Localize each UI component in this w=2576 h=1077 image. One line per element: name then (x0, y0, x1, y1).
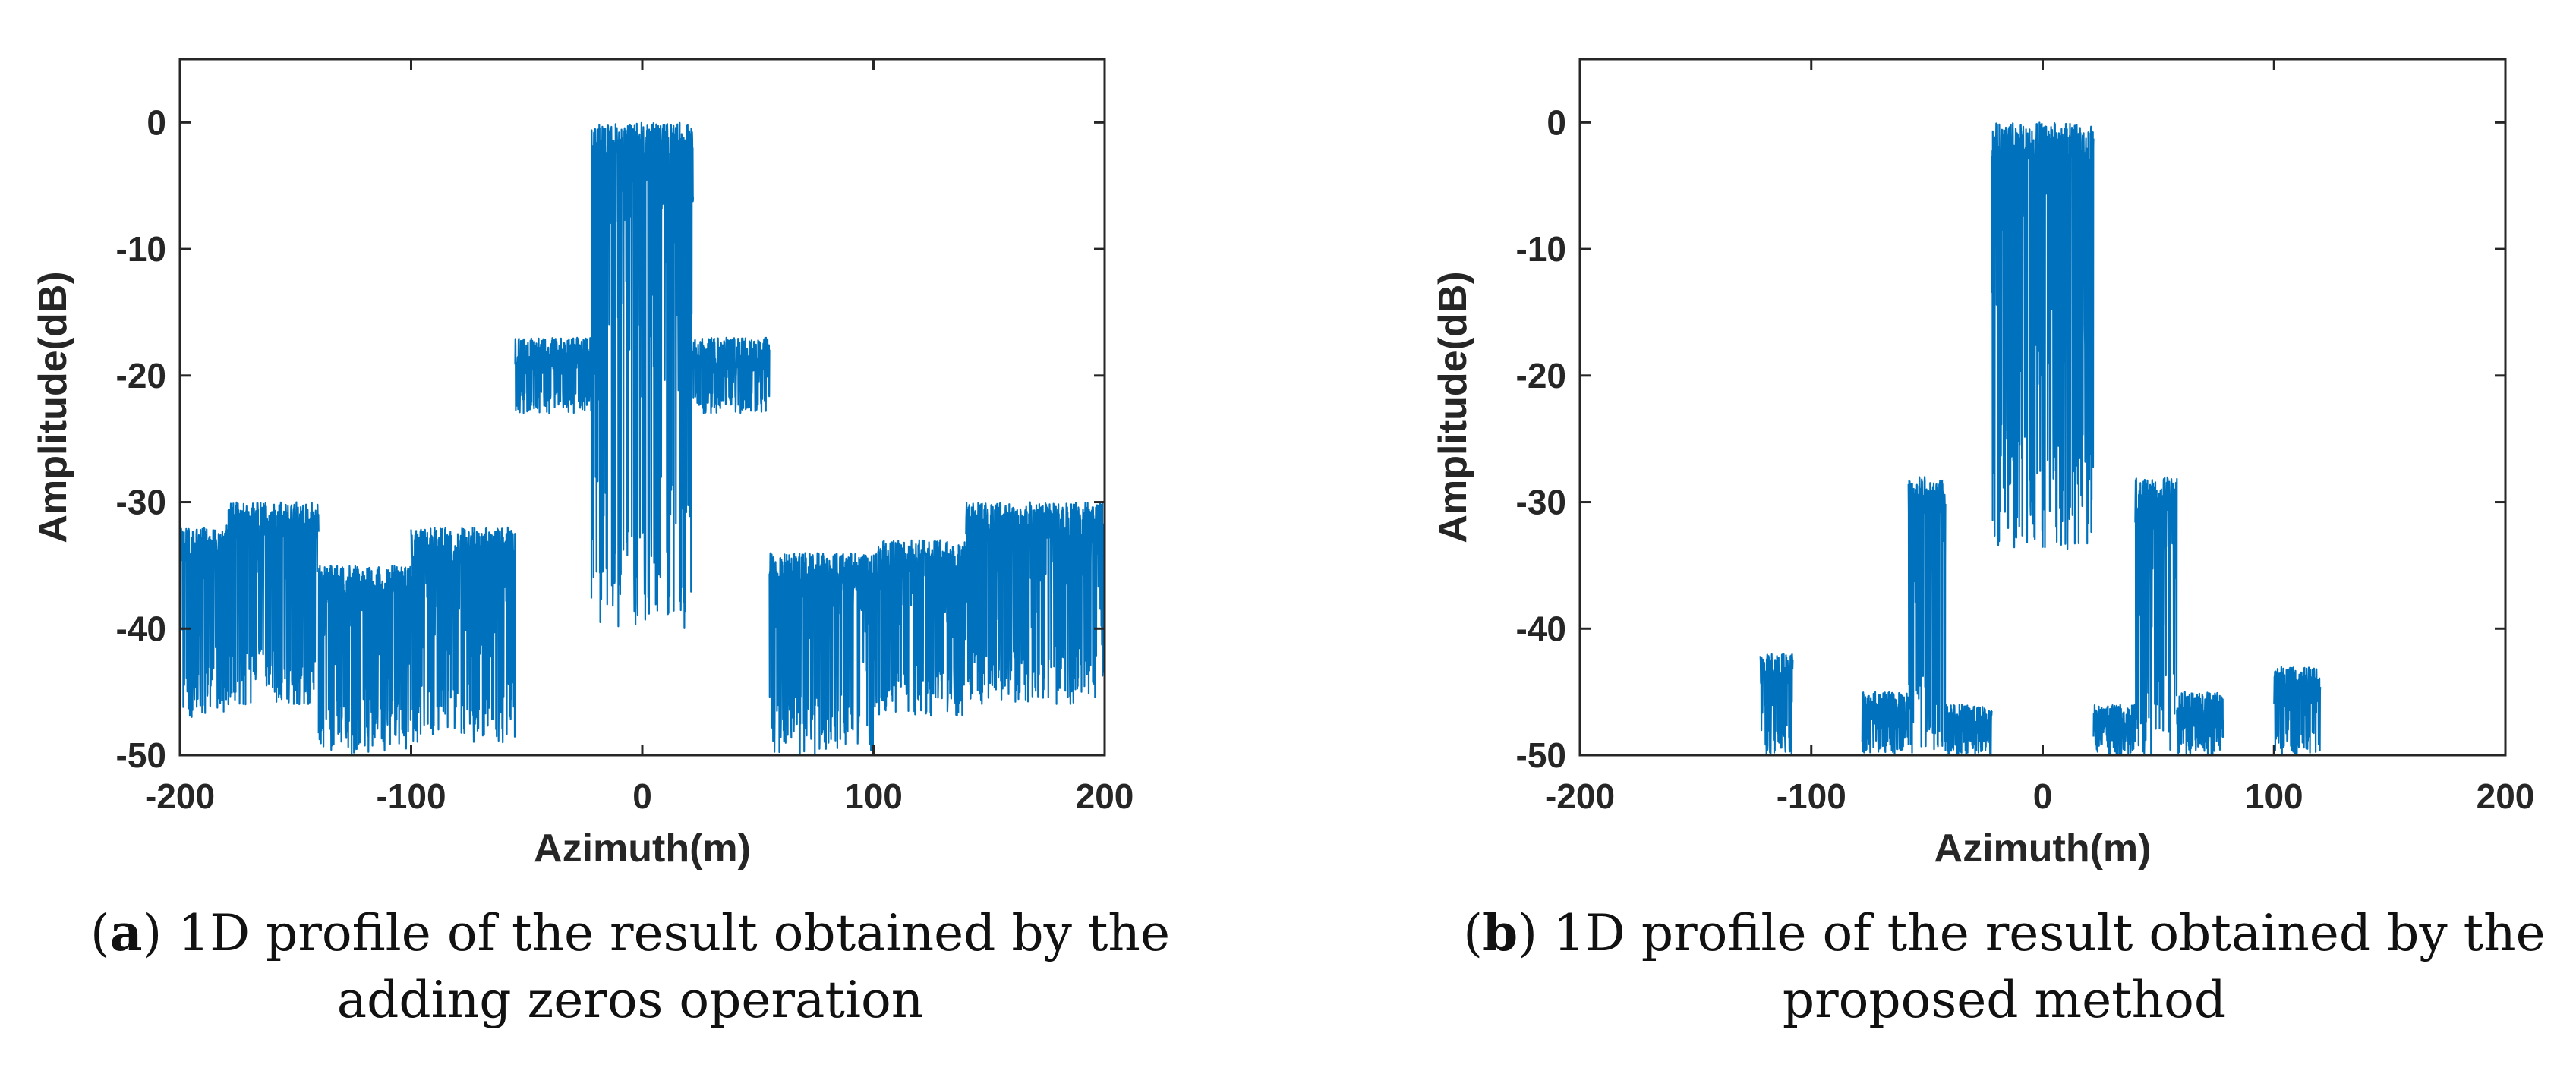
caption-a-line1: (a) 1D profile of the result obtained by… (90, 903, 1170, 962)
series-line (178, 121, 1106, 755)
y-tick-label: -10 (1516, 229, 1566, 269)
x-tick-label: 0 (632, 776, 652, 816)
caption-a: (a) 1D profile of the result obtained by… (46, 899, 1215, 1034)
caption-b-letter: b (1483, 903, 1518, 962)
y-tick-label: -50 (1516, 735, 1566, 775)
x-axis-label: Azimuth(m) (1934, 827, 2152, 871)
x-tick-label: 200 (1076, 776, 1134, 816)
caption-b-line1: (b) 1D profile of the result obtained by… (1463, 903, 2546, 962)
y-tick-label: -30 (116, 483, 166, 522)
x-axis-label: Azimuth(m) (534, 827, 751, 871)
caption-a-letter: a (109, 903, 143, 962)
y-axis-label: Amplitude(dB) (31, 271, 75, 543)
x-tick-label: 0 (2033, 776, 2053, 816)
x-tick-label: -200 (1545, 776, 1615, 816)
caption-b-text: ) 1D profile of the result obtained by t… (1518, 904, 2546, 962)
chart-b: -200 -100 0 100 200 0 -10 -20 -30 -40 -50 Azimuth(m… (1431, 58, 2535, 871)
x-tick-label: 100 (844, 776, 903, 816)
y-tick-label: -40 (1516, 609, 1566, 648)
caption-b: (b) 1D profile of the result obtained by… (1442, 899, 2566, 1034)
y-tick-label: -30 (1516, 483, 1566, 522)
y-tick-label: 0 (1547, 102, 1566, 142)
x-tick-label: 200 (2477, 776, 2535, 816)
caption-a-text: ) 1D profile of the result obtained by t… (142, 904, 1170, 962)
series-line (1759, 121, 2322, 756)
y-tick-label: -20 (116, 356, 166, 395)
y-tick-label: -10 (116, 229, 166, 269)
chart-a: -200 -100 0 100 200 0 -10 -20 -30 -40 -50 Azimuth(m… (31, 58, 1134, 871)
x-tick-label: -100 (1777, 776, 1846, 816)
x-tick-label: -200 (145, 776, 215, 816)
y-tick-label: -20 (1516, 356, 1566, 395)
caption-b-line2: proposed method (1782, 971, 2227, 1029)
caption-a-line2: adding zeros operation (336, 971, 924, 1029)
x-tick-label: -100 (376, 776, 446, 816)
y-tick-label: -50 (116, 735, 166, 775)
x-tick-label: 100 (2245, 776, 2303, 816)
y-tick-label: -40 (116, 609, 166, 648)
y-axis-label: Amplitude(dB) (1431, 271, 1475, 543)
y-tick-label: 0 (147, 102, 166, 142)
